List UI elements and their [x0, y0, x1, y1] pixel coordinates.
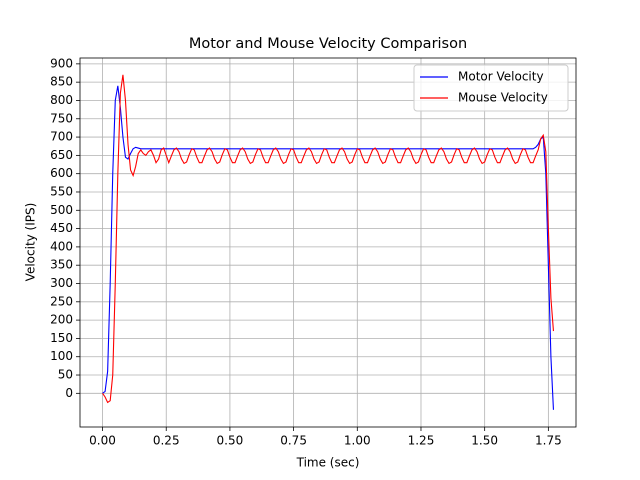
legend-box — [413, 64, 569, 112]
x-tick-label: 0.50 — [217, 434, 244, 448]
y-tick-label: 700 — [50, 130, 73, 144]
data-line — [102, 85, 554, 410]
y-tick-label: 900 — [50, 56, 73, 70]
y-tick-label: 200 — [50, 313, 73, 327]
y-axis-label: Velocity (IPS) — [24, 203, 38, 282]
y-tick-label: 800 — [50, 93, 73, 107]
y-tick-label: 850 — [50, 75, 73, 89]
y-tick-label: 600 — [50, 166, 73, 180]
legend-label: Motor Velocity — [458, 70, 544, 84]
y-tick-label: 300 — [50, 276, 73, 290]
y-tick-label: 250 — [50, 294, 73, 308]
x-tick-label: 0.75 — [280, 434, 307, 448]
y-tick-label: 100 — [50, 349, 73, 363]
x-tick-label: 1.00 — [344, 434, 371, 448]
x-tick-label: 1.50 — [471, 434, 498, 448]
x-tick-label: 1.75 — [535, 434, 562, 448]
y-tick-label: 500 — [50, 203, 73, 217]
y-tick-label: 350 — [50, 258, 73, 272]
data-line — [102, 74, 554, 404]
x-axis-label: Time (sec) — [296, 456, 360, 470]
x-tick-label: 1.25 — [408, 434, 435, 448]
y-tick-label: 150 — [50, 331, 73, 345]
y-tick-label: 650 — [50, 148, 73, 162]
legend-label: Mouse Velocity — [458, 91, 548, 105]
y-tick-label: 450 — [50, 221, 73, 235]
y-tick-label: 550 — [50, 184, 73, 198]
y-tick-label: 0 — [65, 386, 73, 400]
y-tick-label: 750 — [50, 111, 73, 125]
y-tick-label: 400 — [50, 239, 73, 253]
x-tick-label: 0.00 — [89, 434, 116, 448]
axes-frame — [79, 57, 577, 428]
chart-title: Motor and Mouse Velocity Comparison — [189, 36, 467, 52]
y-tick-label: 50 — [58, 368, 73, 382]
x-tick-label: 0.25 — [153, 434, 180, 448]
